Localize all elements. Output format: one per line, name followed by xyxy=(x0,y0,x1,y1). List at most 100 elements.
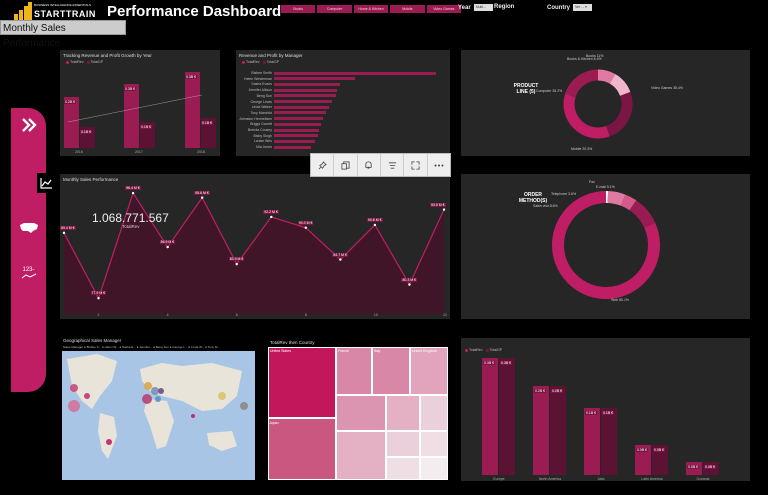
tab-mobile[interactable]: Mobile xyxy=(390,5,425,13)
region-bar-gp[interactable] xyxy=(652,445,668,475)
manager-bar[interactable] xyxy=(274,77,355,81)
tab-computer[interactable]: Computer xyxy=(317,5,352,13)
label-gp-2017: 0.1B € xyxy=(140,125,153,129)
manager-bar[interactable] xyxy=(274,82,341,86)
region-bar-gp[interactable] xyxy=(601,408,617,475)
monthly-point[interactable] xyxy=(304,226,308,229)
manager-bar[interactable] xyxy=(274,100,333,103)
tab-books[interactable]: Books xyxy=(281,5,316,13)
tree-cell-mexico[interactable] xyxy=(386,431,420,457)
region-slicer[interactable]: Region xyxy=(494,4,514,10)
monthly-point[interactable] xyxy=(166,245,169,249)
donut-slice[interactable] xyxy=(609,74,631,97)
monthly-point[interactable] xyxy=(270,215,273,219)
monthly-point[interactable] xyxy=(235,262,238,266)
country-slicer[interactable]: Country Ver ... ▾ xyxy=(547,4,592,11)
tree-cell-japan[interactable] xyxy=(268,418,336,480)
bar-rev-2018[interactable] xyxy=(185,72,200,148)
navigation-rail: 123- xyxy=(11,108,46,392)
tree-cell-brazil[interactable] xyxy=(386,457,420,480)
donut-slice[interactable] xyxy=(597,69,616,84)
region-bar-rev[interactable] xyxy=(584,408,600,475)
logo-bars-icon xyxy=(14,2,32,22)
manager-bar[interactable] xyxy=(274,122,321,126)
tab-video-games[interactable]: Video Games xyxy=(426,5,462,13)
order-method-donut[interactable] xyxy=(549,188,663,302)
treemap-panel[interactable]: TotalRev then Country United States Fran… xyxy=(267,338,449,481)
manager-panel[interactable]: Revenue and Profit by Manager TotalRev To… xyxy=(236,50,450,156)
region-bar-rev[interactable] xyxy=(533,386,549,475)
donut-slice[interactable] xyxy=(605,91,633,137)
us-map-icon[interactable] xyxy=(11,221,46,239)
donut-slice[interactable] xyxy=(552,191,660,299)
tree-cell-italy[interactable]: Italy xyxy=(372,347,410,395)
manager-bar[interactable] xyxy=(274,111,326,115)
bar-gp-2018[interactable] xyxy=(201,118,216,148)
product-line-donut[interactable] xyxy=(563,60,633,148)
monthly-point[interactable] xyxy=(442,208,446,211)
bell-icon[interactable] xyxy=(358,154,381,176)
region-gp-label: 0.0B € xyxy=(653,448,666,452)
monthly-point[interactable] xyxy=(131,191,135,195)
monthly-sales-panel[interactable]: Monthly Sales Performance 2 4 6 8 10 12 xyxy=(60,174,450,319)
line-chart-icon[interactable] xyxy=(37,173,55,193)
tree-cell-united-states[interactable]: United States xyxy=(268,347,336,418)
tree-cell-germany[interactable] xyxy=(336,395,386,431)
donut-slice[interactable] xyxy=(565,69,599,98)
tree-cell-australia[interactable] xyxy=(420,457,448,480)
manager-bar[interactable] xyxy=(274,88,338,92)
monthly-point[interactable] xyxy=(373,223,377,227)
donut-slice[interactable] xyxy=(620,194,637,211)
world-map[interactable] xyxy=(62,351,255,480)
monthly-area-chart[interactable] xyxy=(60,174,450,319)
monthly-area-fill xyxy=(64,193,444,314)
copy-icon[interactable] xyxy=(334,154,358,176)
tree-cell-canada[interactable] xyxy=(420,395,448,431)
filter-icon[interactable] xyxy=(381,154,405,176)
region-bar-gp[interactable] xyxy=(499,358,515,475)
donut-slice[interactable] xyxy=(607,191,626,206)
tree-cell-united-kingdom[interactable]: United Kingdom xyxy=(410,347,448,395)
focus-mode-icon[interactable] xyxy=(404,154,428,176)
pin-icon[interactable] xyxy=(311,154,335,176)
monthly-x-tick: 8 xyxy=(304,313,307,317)
tree-cell-korea[interactable] xyxy=(420,431,448,457)
donut-slice[interactable] xyxy=(629,200,656,229)
region-bar-rev[interactable] xyxy=(482,358,498,475)
year-slicer[interactable]: Year Multi... xyxy=(458,4,493,11)
year-slicer-dropdown[interactable]: Multi... xyxy=(473,4,493,11)
tree-cell-spain[interactable] xyxy=(386,395,420,431)
manager-bar[interactable] xyxy=(274,71,436,75)
revenue-growth-panel[interactable]: Tracking Revenue and Profit Growth by Ye… xyxy=(60,50,220,156)
manager-bar[interactable] xyxy=(274,117,323,121)
tree-cell-china[interactable] xyxy=(336,431,386,480)
region-bar-gp[interactable] xyxy=(550,386,566,475)
region-panel[interactable]: TotalRev TotalGP 0.3B € 0.3B € Europe 0.2B €… xyxy=(461,338,750,481)
monthly-point[interactable] xyxy=(408,283,411,286)
number-trend-icon[interactable]: 123- xyxy=(11,267,46,281)
bar-rev-2016[interactable] xyxy=(64,97,79,148)
manager-bar[interactable] xyxy=(274,94,336,98)
manager-bar[interactable] xyxy=(274,128,320,132)
tree-cell-france[interactable]: France xyxy=(336,347,372,395)
manager-bar[interactable] xyxy=(274,145,312,149)
product-line-panel[interactable]: PRODUCT LINE (5) Books & Kitchen 8.4% Bo… xyxy=(461,50,750,156)
monthly-point[interactable] xyxy=(200,196,204,199)
monthly-point-label: 83.9 M € xyxy=(228,257,245,262)
monthly-point[interactable] xyxy=(97,297,100,300)
monthly-point[interactable] xyxy=(62,231,66,235)
region-bar-rev[interactable] xyxy=(635,445,651,475)
double-chevron-right-icon[interactable] xyxy=(11,118,46,137)
tab-home-kitchen[interactable]: Home & Kitchen xyxy=(353,5,389,13)
country-slicer-dropdown[interactable]: Ver ... ▾ xyxy=(573,4,592,11)
monthly-x-tick: 6 xyxy=(235,313,238,317)
bar-rev-2017[interactable] xyxy=(124,84,139,148)
more-icon[interactable] xyxy=(428,154,450,176)
manager-bar[interactable] xyxy=(274,105,330,109)
manager-bar[interactable] xyxy=(274,139,315,143)
donut-slice[interactable] xyxy=(563,93,610,139)
monthly-point[interactable] xyxy=(339,258,342,261)
geo-panel[interactable]: Geographical Sales Manager Sales Manager… xyxy=(60,338,257,481)
manager-bar[interactable] xyxy=(274,134,318,138)
order-method-panel[interactable]: ORDER METHOD(S) Fax E-mail 5.1% Telephon… xyxy=(461,174,750,319)
